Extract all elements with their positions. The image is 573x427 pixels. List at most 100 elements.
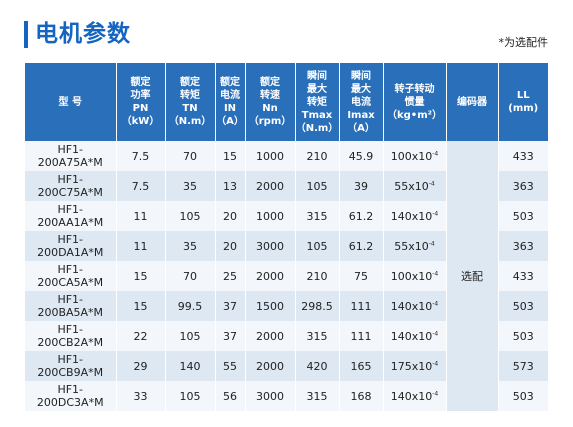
rotor-inertia-cell: 55x10-4 — [383, 231, 447, 261]
header-line: （kg•m²） — [387, 109, 442, 121]
header-line: TN — [182, 103, 198, 114]
model-cell: HF1-200DC3A*M — [25, 381, 117, 411]
header-line: 编码器 — [457, 96, 487, 108]
header-encoder: 编码器 — [446, 63, 499, 141]
inertia-base: 55x10 — [394, 239, 429, 253]
table-row: HF1-200CB9A*M 29 140 55 2000 420 165 175x10-4 57… — [25, 351, 548, 381]
inertia-base: 100x10 — [390, 149, 433, 163]
peak-current-cell: 165 — [339, 351, 384, 381]
header-line: Nn — [262, 103, 278, 114]
header-rated-current: 额定 电流 IN （A） — [215, 63, 246, 141]
header-line: 功率 — [130, 90, 151, 101]
header-line: 转速 — [260, 90, 280, 101]
header-line: （A） — [216, 116, 244, 127]
header-line: 额定 — [220, 77, 240, 88]
rated-power-cell: 15 — [116, 261, 166, 291]
rated-power-cell: 33 — [116, 381, 166, 411]
header-line: 最大 — [351, 83, 371, 95]
table-header-row: 型 号 额定功率 PN （kW） 额定转矩 TN （N.m） 额定 电流 IN （A） 额定转… — [25, 63, 548, 141]
peak-torque-cell: 210 — [295, 141, 340, 171]
model-cell: HF1-200CA5A*M — [25, 261, 117, 291]
rated-speed-cell: 3000 — [245, 381, 296, 411]
header-line: 型 号 — [58, 96, 82, 108]
header-line: 瞬间 — [351, 70, 371, 82]
ll-cell: 433 — [498, 141, 548, 171]
rated-speed-cell: 2000 — [245, 171, 296, 201]
rated-speed-cell: 2000 — [245, 351, 296, 381]
rated-current-cell: 20 — [215, 231, 246, 261]
ll-cell: 503 — [498, 321, 548, 351]
rated-torque-cell: 70 — [165, 141, 216, 171]
header-rated-speed: 额定 转速 Nn （rpm） — [245, 63, 296, 141]
header-line: 额定 — [260, 77, 280, 88]
table-row: HF1-200CA5A*M 15 70 25 2000 210 75 100x10-4 433 — [25, 261, 548, 291]
header-peak-current: 瞬间 最大 电流 Imax （A） — [339, 63, 384, 141]
optional-note: *为选配件 — [498, 36, 549, 49]
peak-torque-cell: 420 — [295, 351, 340, 381]
rated-power-cell: 7.5 — [116, 141, 166, 171]
table-row: HF1-200DA1A*M 11 35 20 3000 105 61.2 55x10-4 363 — [25, 231, 548, 261]
inertia-base: 55x10 — [394, 179, 429, 193]
header-line: 最大 — [307, 83, 327, 95]
rated-current-cell: 25 — [215, 261, 246, 291]
rated-speed-cell: 2000 — [245, 321, 296, 351]
peak-torque-cell: 105 — [295, 231, 340, 261]
ll-cell: 573 — [498, 351, 548, 381]
peak-current-cell: 45.9 — [339, 141, 384, 171]
table-row: HF1-200A75A*M 7.5 70 15 1000 210 45.9 100x10-4 选… — [25, 141, 548, 411]
header-rated-power: 额定 功率 PN （kW） — [116, 63, 166, 141]
model-cell: HF1-200DA1A*M — [25, 231, 117, 261]
peak-current-cell: 111 — [339, 321, 384, 351]
ll-cell: 503 — [498, 201, 548, 231]
rated-current-cell: 20 — [215, 201, 246, 231]
rated-power-cell: 22 — [116, 321, 166, 351]
peak-current-cell: 168 — [339, 381, 384, 411]
rated-current-cell: 15 — [215, 141, 246, 171]
rated-power-cell: 15 — [116, 291, 166, 321]
peak-torque-cell: 315 — [295, 321, 340, 351]
rated-current-cell: 13 — [215, 171, 246, 201]
header-line: （N.m） — [168, 116, 212, 127]
inertia-exponent: -4 — [432, 329, 439, 337]
rotor-inertia-cell: 175x10-4 — [383, 351, 447, 381]
header-line: 额定 — [180, 77, 200, 88]
ll-cell: 363 — [498, 231, 548, 261]
rated-torque-cell: 99.5 — [165, 291, 216, 321]
inertia-exponent: -4 — [432, 389, 439, 397]
header-line: PN — [132, 103, 149, 114]
rated-torque-cell: 70 — [165, 261, 216, 291]
inertia-exponent: -4 — [432, 269, 439, 277]
ll-cell: 503 — [498, 291, 548, 321]
ll-cell: 363 — [498, 171, 548, 201]
peak-current-cell: 61.2 — [339, 201, 384, 231]
peak-torque-cell: 210 — [295, 261, 340, 291]
table-row: HF1-200BA5A*M 15 99.5 37 1500 298.5 111 140x10-… — [25, 291, 548, 321]
ll-cell: 503 — [498, 381, 548, 411]
rotor-inertia-cell: 140x10-4 — [383, 381, 447, 411]
inertia-base: 140x10 — [390, 299, 433, 313]
rated-torque-cell: 140 — [165, 351, 216, 381]
model-cell: HF1-200C75A*M — [25, 171, 117, 201]
encoder-cell: 选配 — [446, 141, 499, 411]
header-line: （A） — [347, 122, 375, 134]
inertia-exponent: -4 — [432, 359, 439, 367]
header-line: 转子转动 — [394, 83, 435, 95]
inertia-exponent: -4 — [432, 299, 439, 307]
header-line: 转矩 — [307, 96, 327, 108]
header-line: Imax — [347, 109, 375, 121]
peak-torque-cell: 298.5 — [295, 291, 340, 321]
rated-current-cell: 55 — [215, 351, 246, 381]
header-line: (mm) — [508, 103, 539, 114]
rated-power-cell: 29 — [116, 351, 166, 381]
page-title: 电机参数 — [35, 21, 131, 47]
rated-torque-cell: 105 — [165, 321, 216, 351]
rated-torque-cell: 105 — [165, 381, 216, 411]
model-cell: HF1-200BA5A*M — [25, 291, 117, 321]
table-row: HF1-200DC3A*M 33 105 56 3000 315 168 140x10-4 50… — [25, 381, 548, 411]
peak-torque-cell: 105 — [295, 171, 340, 201]
peak-torque-cell: 315 — [295, 381, 340, 411]
header-line: （kW） — [121, 116, 160, 127]
header-line: （N.m） — [295, 122, 339, 134]
rotor-inertia-cell: 140x10-4 — [383, 321, 447, 351]
peak-current-cell: 111 — [339, 291, 384, 321]
